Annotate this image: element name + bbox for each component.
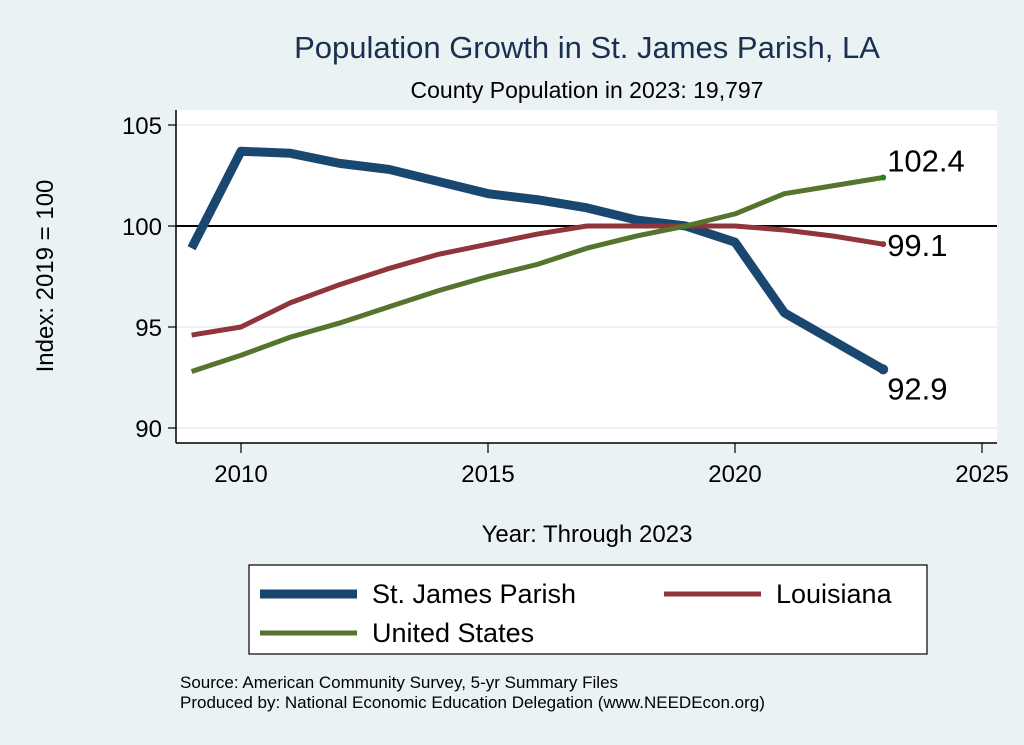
y-tick-label-95: 95 (135, 315, 162, 342)
series-line-united-states (190, 175, 884, 374)
x-tick-label-2015: 2015 (461, 461, 514, 488)
legend-label-st-james: St. James Parish (372, 579, 576, 609)
legend-label-louisiana: Louisiana (776, 579, 893, 609)
series-line-louisiana (191, 223, 884, 338)
x-tick-label-2010: 2010 (214, 461, 267, 488)
y-axis-ticks: 90 95 100 105 (122, 113, 176, 443)
end-label-louisiana: 99.1 (887, 228, 947, 263)
series-end-marker-st-james-parish (878, 364, 889, 375)
legend-label-united-states: United States (372, 618, 534, 648)
plot-area (176, 110, 997, 443)
series-line-st-james-parish (187, 146, 886, 374)
series-end-marker-louisiana (880, 241, 887, 248)
legend-box (248, 564, 928, 655)
y-axis-label: Index: 2019 = 100 (32, 180, 59, 373)
chart-subtitle: County Population in 2023: 19,797 (411, 77, 764, 103)
footer-produced: Produced by: National Economic Education… (180, 693, 765, 712)
end-label-united-states: 102.4 (887, 144, 965, 179)
end-label-st-james-parish: 92.9 (887, 371, 947, 406)
series-end-marker-united-states (880, 174, 887, 181)
y-tick-label-105: 105 (122, 113, 162, 140)
chart-title: Population Growth in St. James Parish, L… (294, 30, 880, 65)
legend: St. James Parish Louisiana United States (248, 564, 928, 655)
x-tick-label-2020: 2020 (708, 461, 761, 488)
x-tick-label-2025: 2025 (955, 461, 1008, 488)
y-tick-label-90: 90 (135, 416, 162, 443)
y-tick-label-100: 100 (122, 214, 162, 241)
x-axis-ticks: 2010 2015 2020 2025 (214, 443, 1009, 488)
series-lines (187, 146, 889, 375)
end-labels: 92.9 99.1 102.4 (887, 144, 965, 407)
footer-source: Source: American Community Survey, 5-yr … (180, 673, 618, 692)
x-axis-label: Year: Through 2023 (482, 521, 693, 548)
